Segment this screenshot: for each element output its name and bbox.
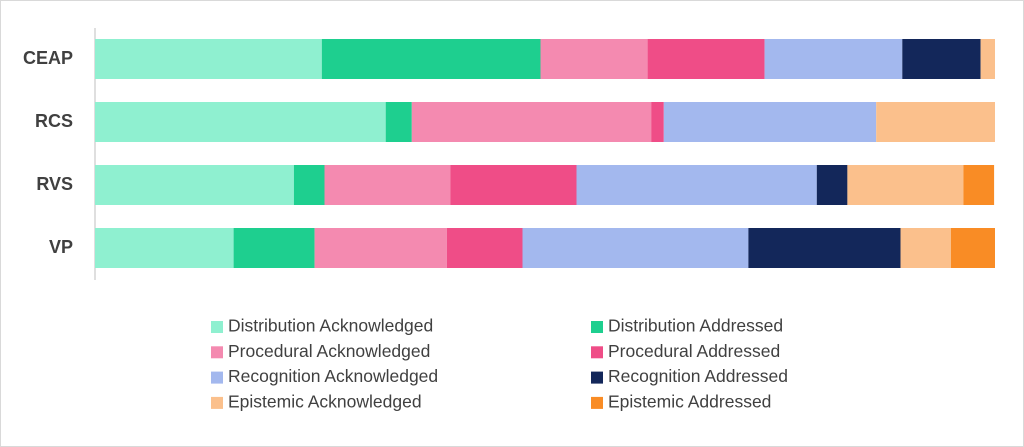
legend-swatch <box>591 396 603 409</box>
legend-label: Recognition Addressed <box>608 366 788 386</box>
bar-segment <box>411 102 652 142</box>
bar-segment <box>324 165 451 205</box>
legend-swatch <box>211 321 223 333</box>
legend-label: Epistemic Acknowledged <box>228 392 422 412</box>
bar-segment <box>847 165 964 205</box>
bar-segment <box>385 102 412 142</box>
legend-swatch <box>591 371 603 384</box>
bar-segment <box>446 228 523 268</box>
bar-segment <box>816 165 848 205</box>
bar-segment <box>876 102 995 142</box>
legend-swatch <box>211 346 223 359</box>
bar-segment <box>950 228 995 268</box>
bar-segment <box>522 228 749 268</box>
legend-label: Recognition Acknowledged <box>228 366 438 386</box>
bar-segment <box>748 228 901 268</box>
bar-segment <box>651 102 664 142</box>
category-label: CEAP <box>23 48 73 68</box>
bar-segment <box>314 228 447 268</box>
bar-segment <box>980 39 995 79</box>
legend-swatch <box>591 321 603 333</box>
bar-segment <box>540 39 648 79</box>
legend-label: Epistemic Addressed <box>608 392 771 412</box>
bar-segment <box>95 165 294 205</box>
bar-segment <box>233 228 315 268</box>
bar-segment <box>95 102 386 142</box>
bar-segment <box>95 39 322 79</box>
category-label: RVS <box>36 174 73 194</box>
bar-segment <box>663 102 877 142</box>
bar-segment <box>450 165 577 205</box>
legend-swatch <box>211 396 223 409</box>
bar-segment <box>293 165 325 205</box>
bar-segment <box>576 165 817 205</box>
legend-label: Procedural Addressed <box>608 341 780 361</box>
bar-segment <box>764 39 903 79</box>
category-label: VP <box>49 237 73 257</box>
category-label: RCS <box>35 111 73 131</box>
legend-label: Distribution Addressed <box>608 316 783 336</box>
legend-label: Procedural Acknowledged <box>228 341 430 361</box>
bar-segment <box>647 39 765 79</box>
bar-segment <box>95 228 234 268</box>
bar-segment <box>902 39 981 79</box>
bar-segment <box>963 165 995 205</box>
legend-swatch <box>211 371 223 384</box>
legend-label: Distribution Acknowledged <box>228 316 433 336</box>
bar-segment <box>900 228 951 268</box>
bar-segment <box>321 39 541 79</box>
legend-swatch <box>591 346 603 359</box>
